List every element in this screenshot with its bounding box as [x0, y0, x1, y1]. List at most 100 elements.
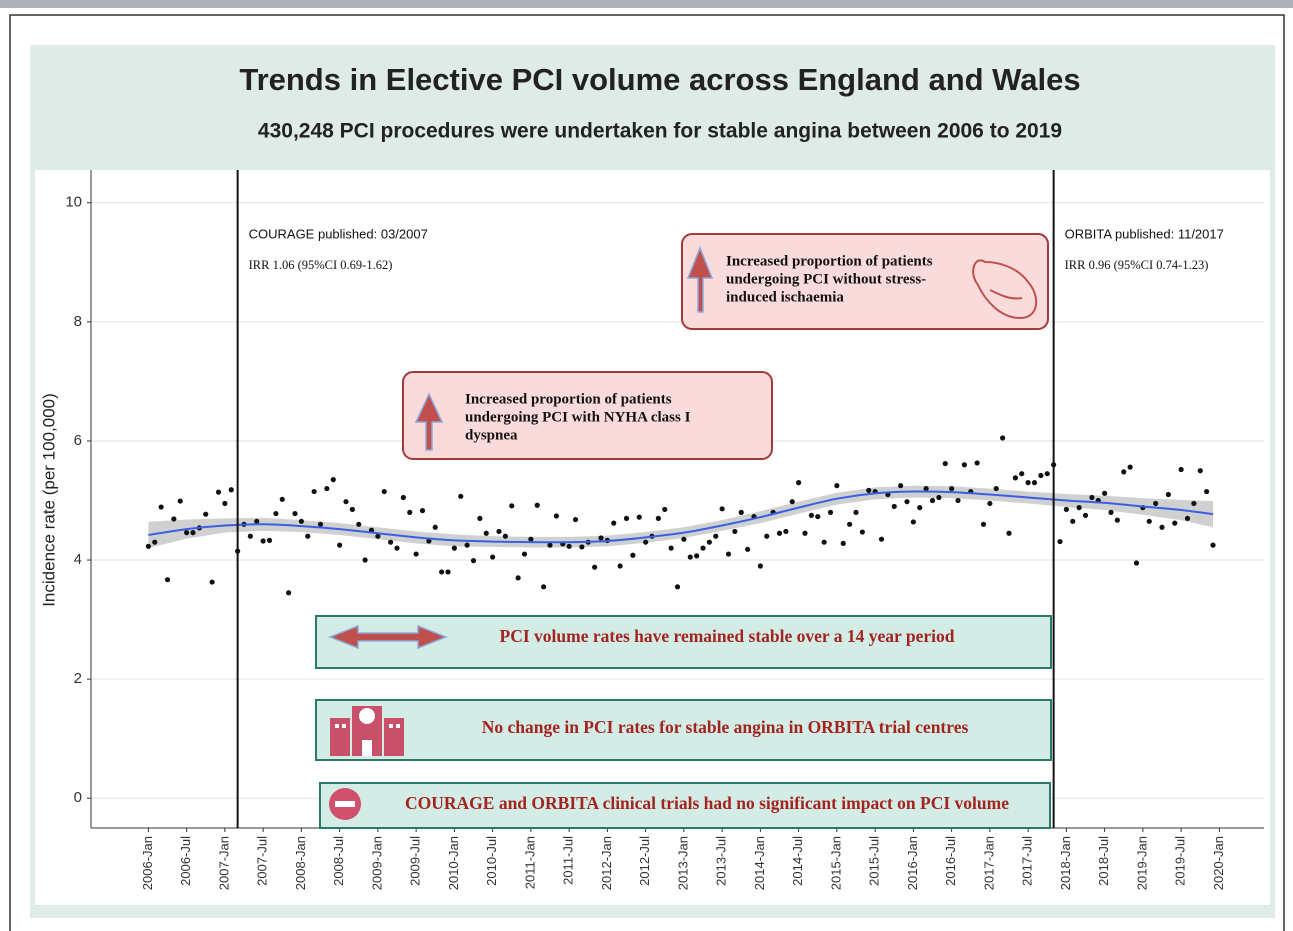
data-point [1204, 488, 1210, 495]
data-point [356, 521, 362, 527]
data-point [1159, 524, 1165, 530]
data-point [802, 530, 808, 536]
x-tick-label: 2018-Jan [1058, 836, 1073, 890]
data-point [643, 539, 649, 545]
data-point [1102, 490, 1108, 496]
data-point [878, 536, 885, 542]
data-point [375, 533, 381, 539]
x-tick-label: 2008-Jul [331, 836, 346, 886]
data-point [247, 533, 253, 539]
data-point [923, 485, 929, 492]
data-point [419, 508, 426, 514]
front-layer: COURAGE published: 03/2007 IRR 1.06 (95%C… [236, 170, 1224, 828]
data-point [190, 530, 196, 536]
data-point [904, 499, 910, 505]
data-point [279, 496, 285, 502]
callout-text: Increased proportion of patients [726, 253, 933, 269]
data-point [413, 551, 419, 557]
x-tick-label: 2017-Jan [981, 836, 996, 890]
data-point [1114, 517, 1120, 523]
data-point [630, 552, 636, 558]
data-point [866, 487, 872, 493]
data-point [789, 499, 795, 505]
data-point [534, 502, 540, 508]
y-tick-label: 2 [74, 670, 82, 687]
x-tick-label: 2014-Jul [790, 836, 805, 886]
data-point [1006, 530, 1012, 536]
event-note: IRR 1.06 (95%CI 0.69-1.62) [249, 258, 393, 272]
data-point [745, 546, 751, 552]
up-arrow-icon [414, 392, 444, 451]
data-point [477, 515, 483, 521]
data-point [687, 554, 693, 560]
data-point [942, 460, 948, 467]
data-point [910, 519, 916, 525]
points-layer [145, 435, 1216, 596]
event-note: IRR 0.96 (95%CI 0.74-1.23) [1065, 258, 1209, 272]
callout-text: No change in PCI rates for stable angina… [482, 717, 969, 737]
y-tick-label: 0 [74, 789, 82, 806]
data-point [655, 515, 661, 521]
data-point [783, 528, 789, 535]
data-point [993, 485, 999, 492]
callout-text: COURAGE and ORBITA clinical trials had n… [405, 793, 1009, 813]
data-point [164, 577, 171, 583]
x-tick-label: 2011-Jan [522, 836, 537, 889]
data-point [611, 520, 617, 526]
data-point [292, 510, 298, 517]
x-tick-label: 2009-Jan [369, 836, 384, 890]
data-point [458, 493, 464, 499]
callout-text: dyspnea [465, 427, 518, 443]
data-point [394, 545, 400, 551]
data-point [203, 511, 209, 517]
callout-box [315, 615, 1052, 669]
data-point [681, 536, 687, 542]
data-point [515, 575, 521, 581]
data-point [566, 543, 572, 549]
data-point [177, 498, 183, 504]
callout-text: undergoing PCI with NYHA class I [465, 409, 691, 425]
data-point [184, 530, 190, 536]
data-point [827, 509, 834, 515]
chart-subtitle: 430,248 PCI procedures were undertaken f… [258, 120, 1062, 143]
data-point [1121, 469, 1127, 475]
data-point [426, 538, 432, 544]
data-point [980, 521, 987, 527]
data-point [407, 509, 413, 515]
data-point [305, 533, 311, 539]
data-point [547, 542, 553, 548]
data-point [1146, 518, 1152, 524]
x-tick-label: 2010-Jul [484, 836, 499, 886]
data-point [623, 515, 630, 521]
data-point [215, 489, 222, 495]
x-tick-label: 2015-Jul [867, 836, 882, 886]
data-point [1000, 435, 1006, 441]
data-point [1038, 472, 1044, 479]
x-tick-label: 2006-Jan [140, 836, 155, 890]
data-point [330, 477, 336, 483]
data-point [311, 488, 317, 495]
data-point [1063, 506, 1069, 513]
double-arrow-icon [327, 624, 449, 650]
data-point [1178, 466, 1184, 473]
data-point [222, 500, 228, 507]
x-tick-label: 2018-Jul [1096, 836, 1111, 886]
callout-box [315, 699, 1052, 761]
data-point [145, 543, 151, 549]
data-point [470, 558, 477, 564]
data-point [1012, 475, 1018, 481]
data-point [1089, 494, 1095, 501]
x-tick-label: 2013-Jan [675, 836, 690, 890]
data-point [949, 485, 955, 492]
data-point [764, 533, 770, 539]
data-point [1133, 560, 1140, 566]
data-point [490, 554, 496, 560]
callout-text: Increased proportion of patients [465, 391, 672, 407]
data-point [343, 499, 349, 505]
data-point [1057, 538, 1063, 545]
x-tick-label: 2019-Jul [1173, 836, 1188, 886]
data-point [834, 483, 840, 489]
data-point [1108, 509, 1114, 515]
x-tick-label: 2016-Jul [943, 836, 958, 886]
